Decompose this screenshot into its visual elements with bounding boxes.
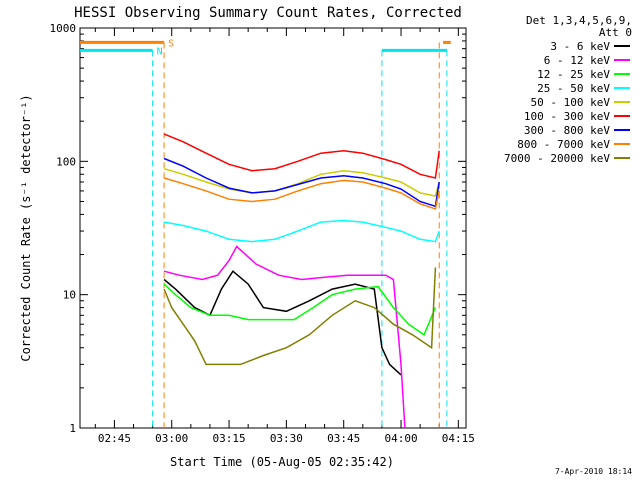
- x-tick-label: 04:00: [384, 432, 417, 445]
- series-line: [163, 167, 440, 197]
- x-tick-label: 04:15: [442, 432, 475, 445]
- y-tick-label: 10: [63, 289, 76, 302]
- footer-timestamp: 7-Apr-2010 18:14: [555, 467, 632, 476]
- series-line: [163, 177, 440, 210]
- series-line: [163, 283, 437, 336]
- x-tick-label: 03:00: [155, 432, 188, 445]
- series-line: [163, 270, 402, 376]
- legend-label: 6 - 12 keV: [544, 54, 611, 67]
- legend-label: 800 - 7000 keV: [517, 138, 610, 151]
- legend-title-line-1: Det 1,3,4,5,6,9,: [526, 14, 632, 27]
- legend-label: 25 - 50 keV: [537, 82, 610, 95]
- series-line: [163, 267, 437, 366]
- plot-area: 1 10 100 1000 02:45 03:00 03:15 03:30 03:45 04:00…: [50, 22, 475, 445]
- x-tick-label: 02:45: [98, 432, 131, 445]
- y-tick-label: 1000: [50, 22, 77, 35]
- legend-label: 300 - 800 keV: [524, 124, 610, 137]
- x-axis-label: Start Time (05-Aug-05 02:35:42): [170, 455, 394, 469]
- legend-label: 3 - 6 keV: [550, 40, 610, 53]
- y-tick-label: 1: [69, 422, 76, 435]
- series-line: [163, 219, 440, 243]
- plot-frame: [79, 27, 467, 429]
- legend-label: 12 - 25 keV: [537, 68, 610, 81]
- legend-title-line-2: Att 0: [599, 26, 632, 39]
- series-line: [163, 133, 440, 179]
- legend-label: 50 - 100 keV: [531, 96, 611, 109]
- flag-label: N: [157, 46, 163, 57]
- legend-label: 7000 - 20000 keV: [504, 152, 610, 165]
- x-tick-label: 03:15: [212, 432, 245, 445]
- legend-label: 100 - 300 keV: [524, 110, 610, 123]
- y-axis-label: Corrected Count Rate (s⁻¹ detector⁻¹): [19, 94, 33, 361]
- flag-label: S: [168, 38, 174, 49]
- x-tick-label: 03:30: [270, 432, 303, 445]
- series-line: [163, 157, 440, 208]
- chart-title: HESSI Observing Summary Count Rates, Cor…: [74, 5, 462, 21]
- series-line: [163, 245, 406, 429]
- y-axis-label-text: Corrected Count Rate (s⁻¹ detector⁻¹): [19, 94, 33, 361]
- x-tick-label: 03:45: [327, 432, 360, 445]
- y-tick-label: 100: [56, 155, 76, 168]
